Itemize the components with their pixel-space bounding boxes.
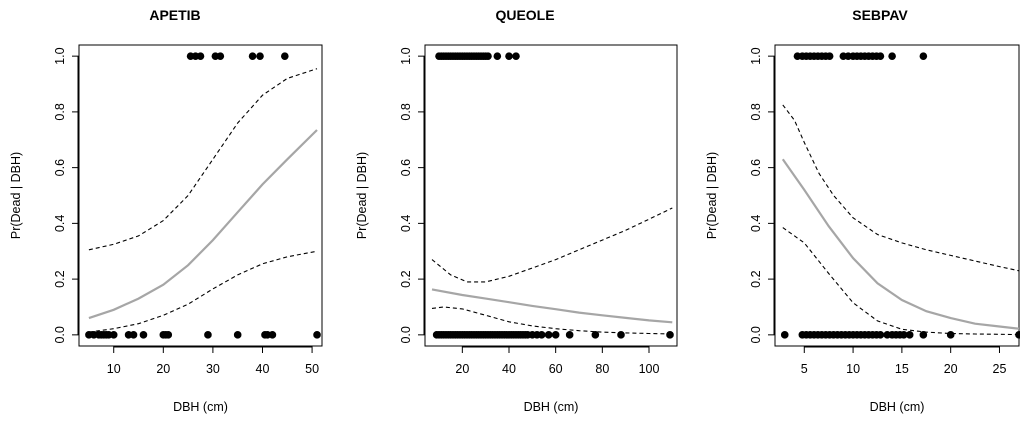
point-alive [204,331,212,339]
y-tick-label: 0.8 [749,103,763,120]
chart-panel-3: SEBPAV 5 10 15 20 25 0.0 0.2 0.4 0.6 0.8 1.0 DBH (cm… [705,7,1020,414]
x-axis-label: DBH (cm) [870,400,925,414]
chart-title: APETIB [149,7,200,23]
point-alive [946,331,955,339]
x-axis-label: DBH (cm) [173,400,228,414]
x-tick-label: 40 [502,362,516,376]
x-axis-label: DBH (cm) [524,400,579,414]
upper-ci-curve [88,68,318,251]
point-alive [544,331,553,339]
y-tick-label: 0.2 [53,270,67,287]
point-dead [248,52,257,60]
point-alive [537,331,546,339]
point-alive [905,331,914,339]
point-alive [313,331,321,339]
point-alive [780,331,789,339]
x-tick-label: 15 [895,362,909,376]
y-tick-label: 0.4 [53,215,67,232]
y-tick-label: 1.0 [399,47,413,64]
point-alive [565,331,574,339]
y-tick-label: 0.6 [399,159,413,176]
lower-ci-curve [431,306,673,335]
chart-title: QUEOLE [495,7,554,23]
y-axis-label: Pr(Dead | DBH) [9,152,23,239]
point-dead [196,52,205,60]
x-tick-label: 5 [801,362,808,376]
lower-ci-curve [88,250,318,333]
point-dead [825,52,834,60]
chart-panel-1: APETIB 10 20 30 40 50 0.0 0.2 0.4 0.6 0.8 1.0 DBH (c… [9,7,323,414]
fitted-curve [781,158,1020,330]
y-tick-label: 0.6 [53,159,67,176]
y-tick-label: 0.0 [749,326,763,343]
y-axis-label: Pr(Dead | DBH) [705,152,719,239]
y-tick-label: 0.8 [53,103,67,120]
x-tick-label: 100 [639,362,660,376]
point-alive [617,331,625,339]
point-dead [505,52,513,60]
x-tick-label: 80 [595,362,609,376]
x-tick-label: 10 [107,362,121,376]
point-alive [876,331,885,339]
fitted-curve [431,288,673,324]
y-tick-label: 0.0 [399,326,413,343]
y-tick-label: 1.0 [53,47,67,64]
point-dead [216,52,225,60]
y-tick-label: 0.8 [399,103,413,120]
point-dead [484,52,492,60]
point-alive [919,331,928,339]
y-tick-label: 0.0 [53,326,67,343]
point-dead [256,52,264,60]
point-alive [129,331,138,339]
y-tick-label: 0.4 [399,215,413,232]
point-alive [139,331,148,339]
x-tick-label: 30 [206,362,220,376]
point-alive [666,331,674,339]
point-dead [512,52,520,60]
x-tick-label: 40 [256,362,270,376]
point-dead [876,52,885,60]
point-dead [493,52,502,60]
point-alive [551,331,560,339]
plot-frame [774,44,1020,347]
x-tick-label: 20 [455,362,469,376]
fitted-curve [88,129,318,320]
x-tick-label: 10 [846,362,860,376]
point-alive [164,331,173,339]
point-alive [268,331,277,339]
point-alive [109,331,118,339]
point-alive [591,331,600,339]
point-alive [1015,331,1020,339]
x-tick-label: 60 [549,362,563,376]
upper-ci-curve [782,104,1020,272]
x-tick-label: 20 [156,362,170,376]
y-tick-label: 0.6 [749,159,763,176]
point-dead [888,52,896,60]
y-axis-label: Pr(Dead | DBH) [355,152,369,239]
point-dead [919,52,928,60]
lower-ci-curve [782,227,1020,336]
x-tick-label: 20 [944,362,958,376]
x-tick-label: 50 [305,362,319,376]
point-dead [281,52,289,60]
y-tick-label: 0.2 [749,270,763,287]
point-alive [233,331,242,339]
plot-frame [78,44,323,347]
y-tick-label: 0.2 [399,270,413,287]
point-alive [900,331,908,339]
chart-title: SEBPAV [852,7,908,23]
chart-panel-2: QUEOLE 20 40 60 80 100 0.0 0.2 0.4 0.6 0.8 1.0 DBH (… [355,7,678,414]
upper-ci-curve [431,207,673,283]
y-tick-label: 1.0 [749,47,763,64]
x-tick-label: 25 [993,362,1007,376]
y-tick-label: 0.4 [749,215,763,232]
plot-frame [424,44,678,347]
